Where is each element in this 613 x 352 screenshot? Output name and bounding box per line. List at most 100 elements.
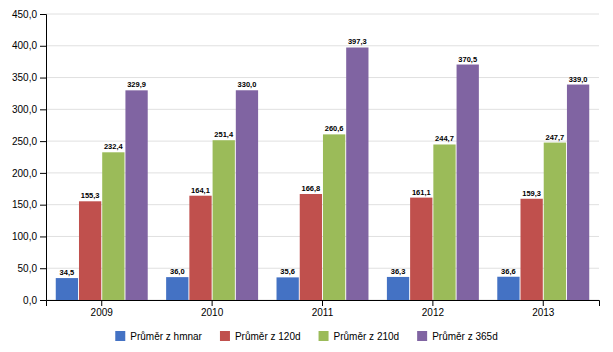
data-label: 370,5 [458, 55, 477, 64]
y-tick-label: 300,0 [12, 104, 37, 115]
bar [323, 134, 345, 300]
x-tick: 2009 [91, 300, 114, 318]
y-tick-label: 350,0 [12, 72, 37, 83]
y-tick-mark [40, 14, 46, 15]
legend-swatch [417, 331, 427, 341]
data-label: 244,7 [435, 134, 454, 143]
y-axis: 0,050,0100,0150,0200,0250,0300,0350,0400… [12, 9, 47, 306]
data-label: 330,0 [238, 80, 257, 89]
x-tick-mark [322, 300, 323, 306]
plot: 0,050,0100,0150,0200,0250,0300,0350,0400… [12, 9, 600, 318]
bar [125, 90, 147, 300]
legend-item: Průměr z 210d [319, 331, 400, 342]
y-tick-mark [40, 46, 46, 47]
y-tick-mark [40, 141, 46, 142]
bar [497, 277, 519, 300]
bar [236, 90, 258, 300]
y-tick-mark [40, 78, 46, 79]
data-label: 34,5 [60, 268, 75, 277]
x-tick-mark [212, 300, 213, 306]
x-tick-label: 2009 [91, 307, 114, 318]
x-tick-label: 2012 [422, 307, 445, 318]
bar [457, 65, 479, 300]
bar [544, 143, 566, 300]
y-tick-mark [40, 173, 46, 174]
bar [189, 196, 211, 300]
bar-series [102, 134, 566, 300]
data-label: 260,6 [325, 124, 344, 133]
x-tick: 2011 [312, 300, 334, 318]
x-tick: 2010 [201, 300, 224, 318]
y-tick-label: 0,0 [23, 295, 37, 306]
bar [567, 85, 589, 300]
bar [410, 198, 432, 300]
data-labels: 34,536,035,636,336,6155,3164,1166,8161,1… [60, 37, 588, 277]
x-tick: 2012 [422, 300, 445, 318]
axis-line [47, 301, 600, 307]
y-tick: 0,0 [23, 295, 46, 306]
x-tick-label: 2013 [532, 307, 555, 318]
legend-item: Průměr z 120d [220, 331, 301, 342]
legend-label: Průměr z 210d [334, 331, 400, 342]
grid-line [46, 77, 599, 78]
y-tick: 150,0 [12, 199, 46, 210]
grid-line [46, 45, 599, 46]
bar [387, 277, 409, 300]
data-label: 36,0 [170, 267, 185, 276]
grid-line [46, 14, 599, 15]
legend-item: Průměr z hmnar [115, 331, 202, 342]
x-tick-mark [101, 300, 102, 306]
chart: 0,050,0100,0150,0200,0250,0300,0350,0400… [0, 0, 613, 352]
bar [520, 199, 542, 300]
data-label: 251,4 [214, 130, 234, 139]
x-tick-label: 2011 [312, 307, 334, 318]
y-tick: 450,0 [12, 9, 46, 20]
data-label: 247,7 [545, 133, 564, 142]
y-tick-label: 50,0 [18, 263, 38, 274]
legend-swatch [319, 331, 329, 341]
x-tick-mark [543, 300, 544, 306]
data-label: 164,1 [191, 186, 210, 195]
y-tick: 300,0 [12, 104, 46, 115]
x-tick-label: 2010 [201, 307, 224, 318]
data-label: 166,8 [301, 184, 320, 193]
bars [56, 47, 589, 300]
legend-label: Průměr z 365d [432, 331, 498, 342]
bar [300, 194, 322, 300]
data-label: 329,9 [127, 80, 146, 89]
bar [213, 140, 235, 300]
y-tick-label: 250,0 [12, 136, 37, 147]
y-tick: 350,0 [12, 72, 46, 83]
y-tick-mark [40, 268, 46, 269]
legend-label: Průměr z hmnar [130, 331, 202, 342]
legend-item: Průměr z 365d [417, 331, 498, 342]
data-label: 36,6 [501, 267, 516, 276]
data-label: 36,3 [391, 267, 406, 276]
bar [56, 278, 78, 300]
bar [102, 152, 124, 300]
y-tick-mark [40, 109, 46, 110]
data-label: 161,1 [412, 188, 431, 197]
y-tick: 400,0 [12, 40, 46, 51]
legend-swatch [115, 331, 125, 341]
y-tick-label: 200,0 [12, 168, 37, 179]
y-tick: 50,0 [18, 263, 46, 274]
legend: Průměr z hmnar Průměr z 120d Průměr z 210d… [115, 331, 497, 342]
bar [346, 47, 368, 300]
y-tick-label: 400,0 [12, 40, 37, 51]
bar [277, 277, 299, 300]
legend-label: Průměr z 120d [235, 331, 301, 342]
bar [166, 277, 188, 300]
bar-series [125, 47, 589, 300]
data-label: 339,0 [569, 75, 588, 84]
y-tick-mark [40, 205, 46, 206]
bar [433, 144, 455, 300]
x-tick-mark [432, 300, 433, 306]
y-tick-label: 450,0 [12, 9, 37, 20]
data-label: 159,3 [522, 189, 541, 198]
y-tick: 200,0 [12, 168, 46, 179]
x-tick: 2013 [532, 300, 555, 318]
data-label: 397,3 [348, 37, 367, 46]
y-tick: 250,0 [12, 136, 46, 147]
data-label: 155,3 [81, 191, 100, 200]
